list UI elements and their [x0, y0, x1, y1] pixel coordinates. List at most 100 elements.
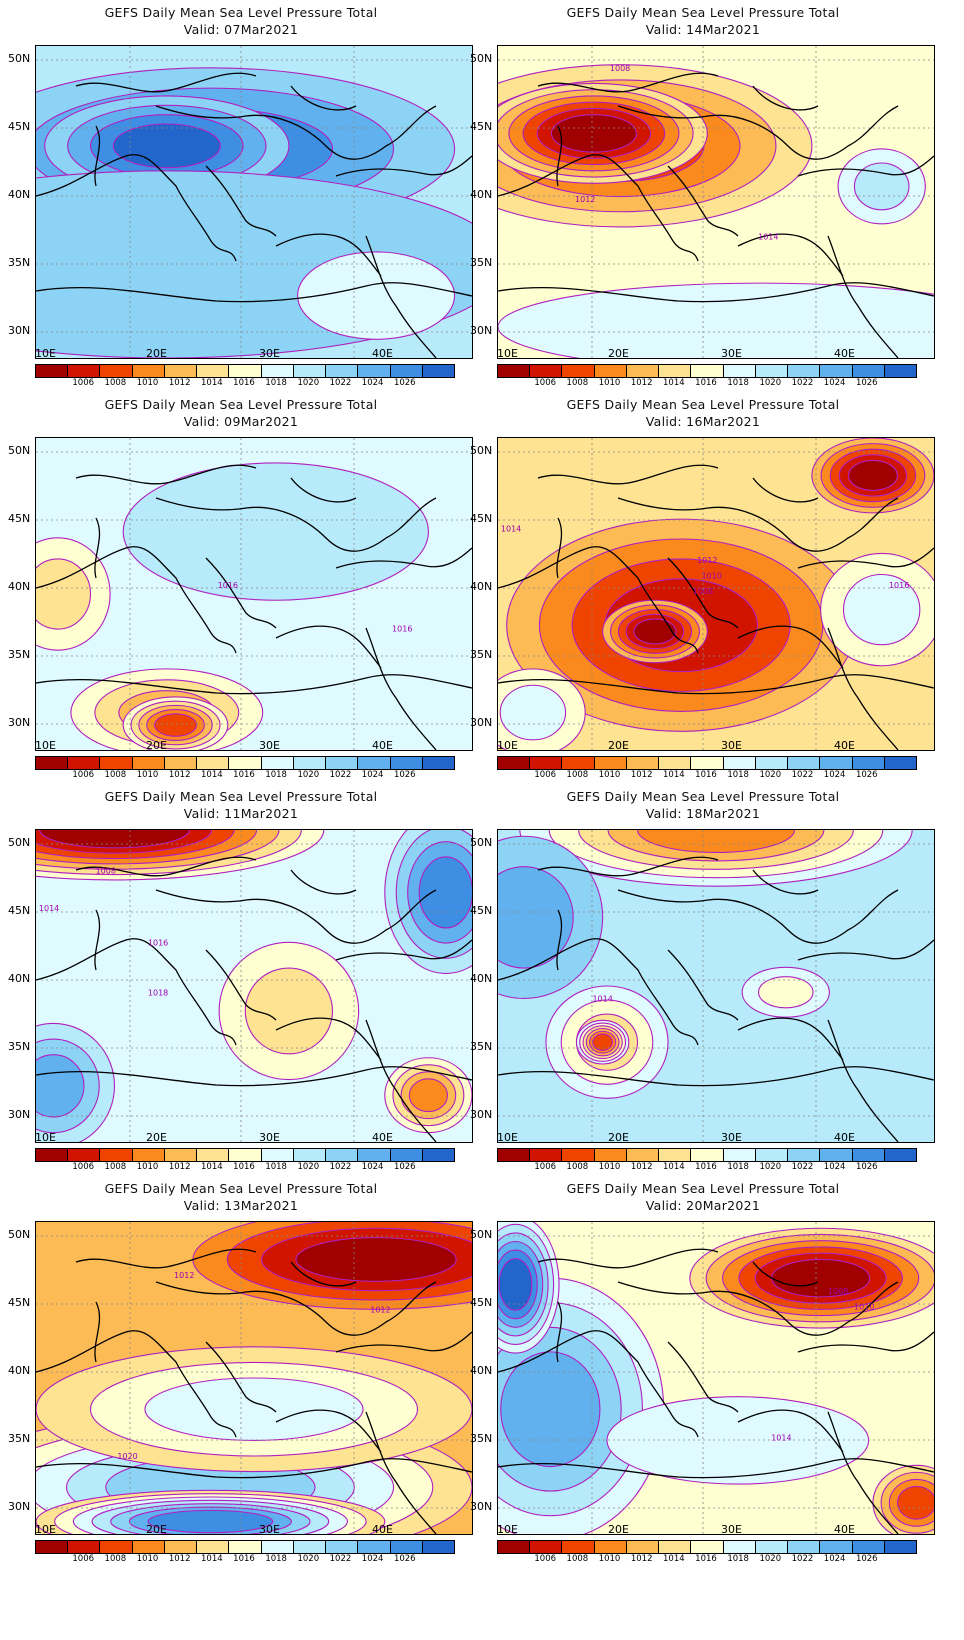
latitude-label: 50N: [470, 52, 493, 65]
coastline: [365, 1019, 437, 1142]
coastline: [36, 1330, 237, 1438]
longitude-label: 10E: [35, 1523, 56, 1536]
coastline: [290, 477, 357, 503]
coastline: [335, 939, 472, 961]
longitude-label: 10E: [35, 739, 56, 752]
colorbar-label: 1024: [823, 1554, 846, 1564]
latitude-label: 45N: [470, 120, 493, 133]
colorbar-swatch: [132, 1149, 165, 1161]
colorbar: [35, 756, 455, 770]
latitude-label: 35N: [470, 648, 493, 661]
colorbar-label: 1016: [233, 1162, 255, 1172]
coastline: [94, 125, 101, 187]
pressure-contour: [408, 1078, 449, 1113]
colorbar-label: 1018: [727, 378, 749, 388]
colorbar-swatch: [755, 365, 789, 377]
coastline: [275, 233, 382, 277]
coastline: [36, 938, 237, 1046]
valid-date: Valid: 13Mar2021: [183, 1198, 299, 1213]
map-canvas: 1008 1012 1014: [498, 46, 934, 358]
pressure-contour: [418, 856, 472, 929]
colorbar-label: 1020: [297, 1162, 320, 1172]
colorbar-label: 1014: [663, 1162, 685, 1172]
colorbar-label: 1026: [393, 770, 416, 780]
coastline: [36, 154, 237, 262]
colorbar-label: 1024: [361, 1554, 384, 1564]
colorbar-swatch: [164, 1541, 198, 1553]
coastline: [498, 1066, 934, 1087]
contour-label: 1008: [693, 587, 713, 596]
latitude-label: 50N: [8, 1228, 31, 1241]
pressure-contour: [757, 976, 814, 1009]
colorbar: [497, 1540, 917, 1554]
contour-label: 1018: [148, 988, 168, 997]
longitude-label: 40E: [834, 1131, 855, 1144]
contour-label: 1012: [370, 1305, 390, 1314]
colorbar: [497, 364, 917, 378]
colorbar-swatch: [197, 757, 230, 769]
colorbar-swatch: [659, 1541, 692, 1553]
colorbar-swatch: [293, 1541, 327, 1553]
coastline: [205, 949, 277, 1021]
coastline: [617, 1281, 899, 1336]
longitude-label: 40E: [372, 739, 393, 752]
colorbar-swatch: [390, 1149, 423, 1161]
colorbar-swatch: [358, 757, 391, 769]
coastline: [75, 1248, 257, 1269]
map-panel: GEFS Daily Mean Sea Level Pressure Total…: [0, 392, 482, 802]
colorbar-label: 1018: [727, 770, 749, 780]
colorbar-swatch: [68, 757, 101, 769]
latitude-label: 40N: [470, 188, 493, 201]
colorbar-swatch: [293, 365, 327, 377]
colorbar-swatch: [626, 365, 660, 377]
colorbar-label: 1022: [329, 1554, 352, 1564]
coastline: [75, 72, 257, 93]
coastline: [737, 625, 844, 669]
latitude-label: 45N: [8, 904, 31, 917]
coastline: [752, 85, 819, 111]
coastline: [667, 949, 739, 1021]
colorbar-label: 1010: [598, 770, 621, 780]
latitude-label: 30N: [8, 716, 31, 729]
pressure-contour: [36, 1054, 85, 1118]
colorbar-label: 1024: [361, 378, 384, 388]
coastline: [498, 674, 934, 695]
coastline: [205, 557, 277, 629]
longitude-label: 30E: [259, 1523, 280, 1536]
coastline: [827, 235, 899, 358]
colorbar-swatch: [562, 365, 595, 377]
pressure-contour: [500, 1351, 601, 1468]
longitude-label: 10E: [497, 1523, 518, 1536]
coastline: [335, 155, 472, 177]
colorbar-label: 1008: [566, 770, 589, 780]
pressure-contour: [39, 830, 190, 849]
colorbar-swatch: [261, 1541, 294, 1553]
contour-label: 1016: [218, 581, 238, 590]
colorbar-label: 1020: [297, 770, 320, 780]
latitude-label: 50N: [8, 52, 31, 65]
colorbar-label: 1008: [104, 1162, 127, 1172]
colorbar-label: 1018: [727, 1554, 749, 1564]
colorbar-swatch: [197, 1541, 230, 1553]
colorbar-label: 1010: [598, 1554, 621, 1564]
colorbar-label: 1026: [855, 1554, 878, 1564]
colorbar-label: 1024: [823, 1162, 846, 1172]
coastline: [155, 497, 437, 552]
coastline: [556, 125, 563, 187]
coastline: [498, 154, 699, 262]
contour-label: 1008: [828, 1287, 848, 1296]
colorbar-label: 1026: [393, 1554, 416, 1564]
pressure-map: 1014 1012 1010 1008 1016: [497, 437, 935, 751]
colorbar-label: 1006: [72, 770, 95, 780]
coastline: [155, 105, 437, 160]
colorbar-swatch: [788, 757, 821, 769]
colorbar-swatch: [562, 757, 595, 769]
longitude-label: 20E: [608, 347, 629, 360]
colorbar-swatch: [594, 1149, 627, 1161]
coastline: [36, 546, 237, 654]
latitude-label: 30N: [470, 324, 493, 337]
latitude-label: 45N: [470, 904, 493, 917]
colorbar-label: 1006: [72, 378, 95, 388]
longitude-label: 20E: [608, 739, 629, 752]
pressure-contour: [244, 967, 334, 1055]
